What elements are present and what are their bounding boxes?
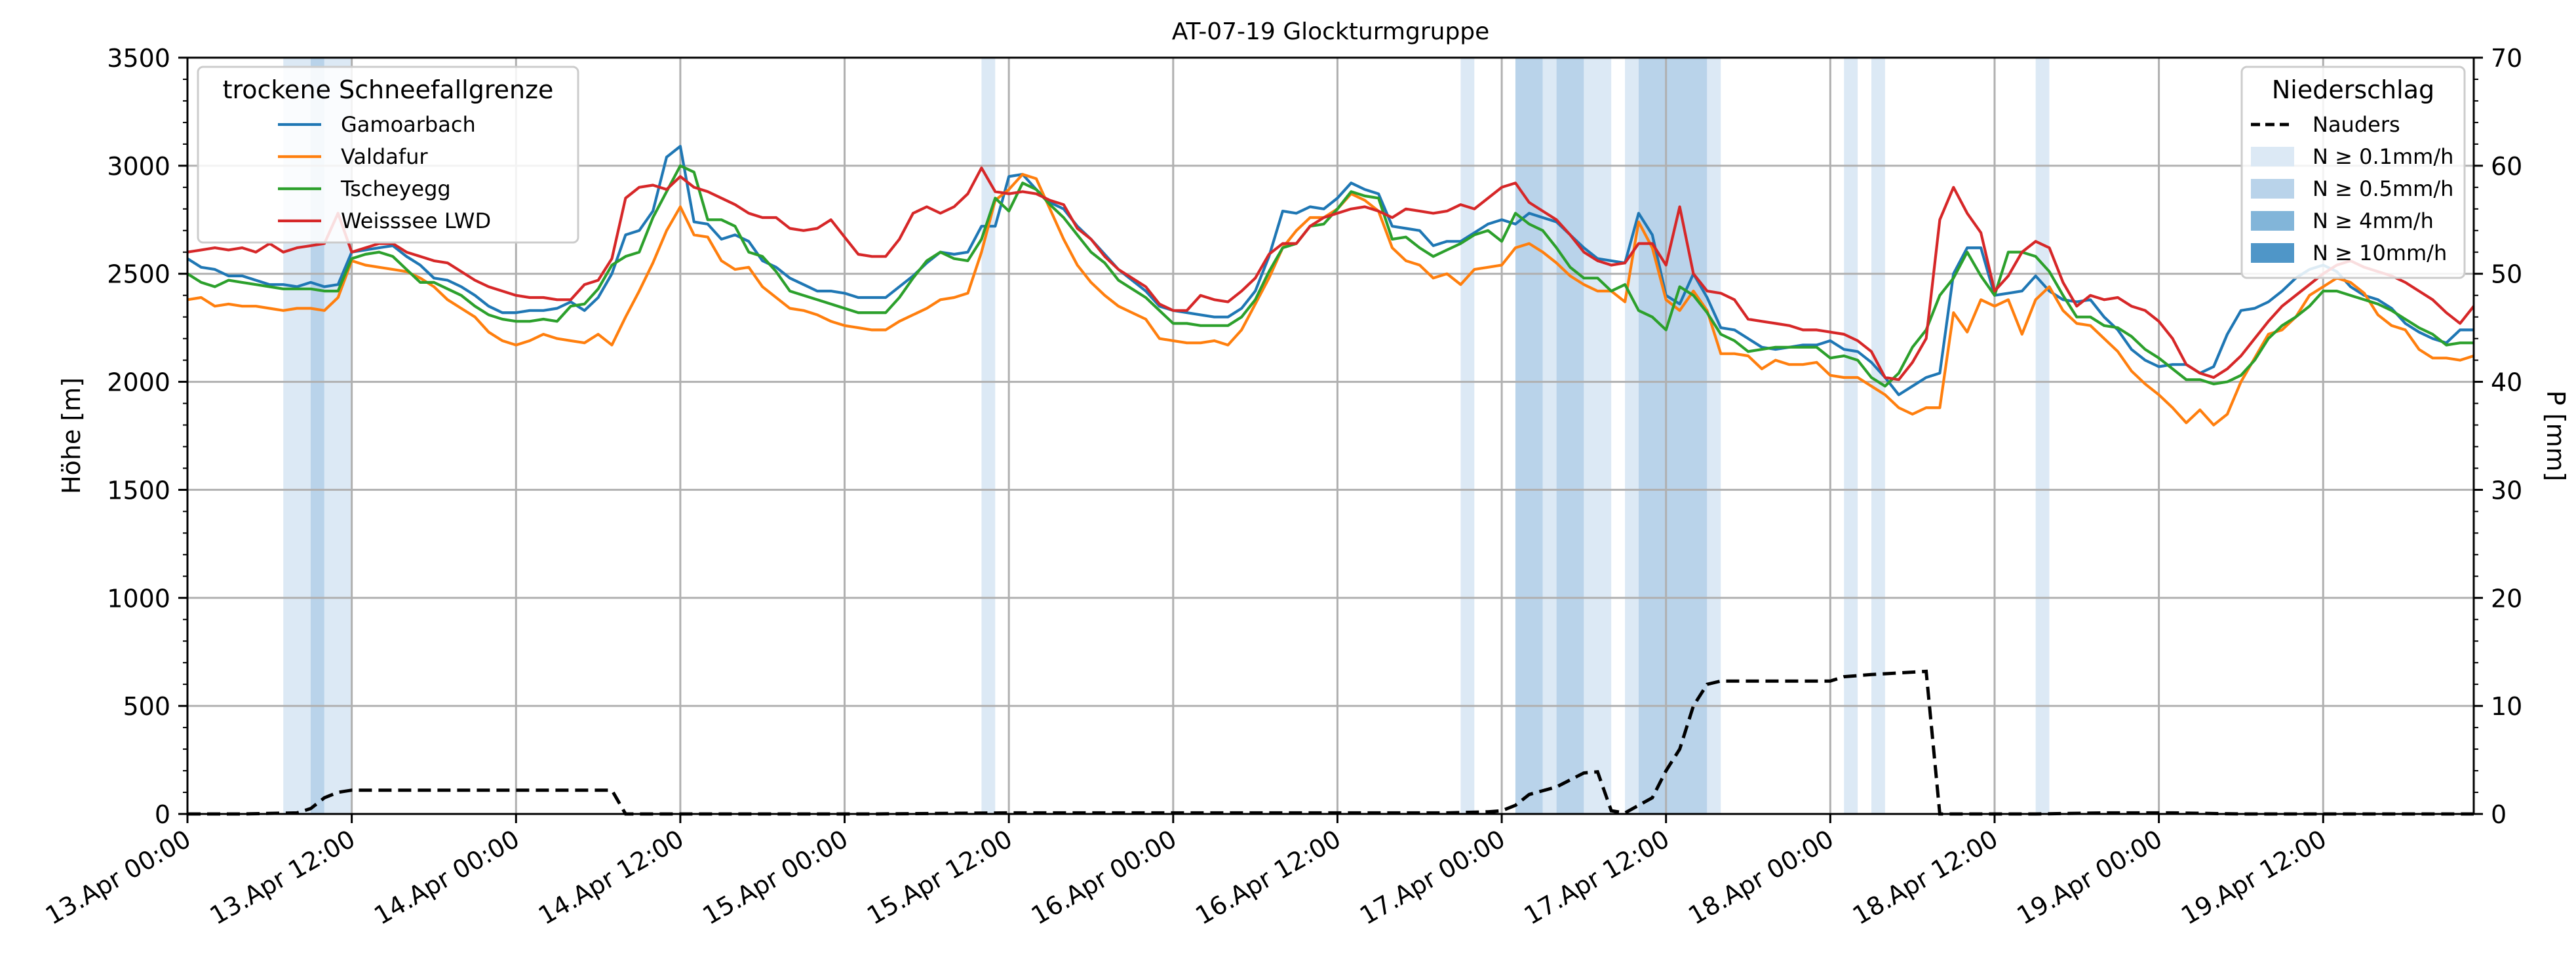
legend-snowline: trockene Schneefallgrenze Gamoarbach Vald… — [197, 66, 579, 244]
precip-band — [1515, 58, 1543, 814]
y-axis-left-label: Höhe [m] — [57, 377, 86, 494]
y-tick-label-right: 50 — [2491, 260, 2522, 289]
precip-band — [1707, 58, 1721, 814]
y-tick-label-left: 1500 — [107, 476, 170, 505]
y-tick-label-right: 70 — [2491, 44, 2522, 73]
chart-title: AT-07-19 Glockturmgruppe — [1172, 18, 1490, 45]
y-tick-label-left: 2000 — [107, 368, 170, 397]
y-tick-label-left: 0 — [155, 800, 170, 829]
y-tick-label-right: 10 — [2491, 692, 2522, 721]
legend-swatch — [2251, 179, 2294, 199]
legend-label: Valdafur — [341, 144, 428, 169]
precip-band — [1584, 58, 1612, 814]
legend-swatch — [2251, 243, 2294, 263]
legend-label: Tscheyegg — [340, 176, 451, 201]
y-tick-label-right: 40 — [2491, 368, 2522, 397]
precip-band — [1556, 58, 1584, 814]
precip-band — [1638, 58, 1708, 814]
legend-swatch — [2251, 211, 2294, 231]
legend-label: Gamoarbach — [341, 112, 476, 137]
series-lines — [186, 145, 2475, 427]
series-line-weisssee-lwd — [187, 166, 2475, 381]
precip-band — [1844, 58, 1858, 814]
precip-band — [1542, 58, 1557, 814]
y-tick-label-right: 60 — [2491, 152, 2522, 181]
y-tick-label-right: 0 — [2491, 800, 2507, 829]
legend-label: Weisssee LWD — [341, 208, 491, 233]
y-tick-label-left: 3500 — [107, 44, 170, 73]
legend-precipitation-box — [2240, 66, 2466, 279]
legend-label: N ≥ 10mm/h — [2313, 241, 2447, 265]
y-tick-label-left: 1000 — [107, 584, 170, 613]
legend-precipitation: Niederschlag Nauders N ≥ 0.1mm/h N ≥ 0.5mm… — [2240, 66, 2466, 279]
y-tick-label-left: 500 — [123, 692, 170, 721]
plot-frame — [186, 56, 2475, 815]
precip-band — [1871, 58, 1885, 814]
legend-precipitation-title: Niederschlag — [2272, 75, 2434, 104]
legend-label: N ≥ 0.1mm/h — [2313, 144, 2453, 169]
precip-line-nauders — [187, 669, 2474, 816]
y-axis-right-label: P [mm] — [2541, 391, 2570, 482]
precipitation-line — [187, 669, 2474, 816]
precip-band — [1625, 58, 1639, 814]
y-tick-label-left: 3000 — [107, 152, 170, 181]
y-tick-label-right: 30 — [2491, 476, 2522, 505]
legend-snowline-box — [197, 66, 579, 244]
legend-swatch — [2251, 147, 2294, 166]
y-tick-label-right: 20 — [2491, 584, 2522, 613]
precip-band — [981, 58, 996, 814]
legend-label: Nauders — [2313, 112, 2400, 137]
precip-band — [1460, 58, 1475, 814]
precip-band — [310, 58, 324, 814]
legend-snowline-title: trockene Schneefallgrenze — [223, 75, 554, 104]
series-line-gamoarbach — [186, 145, 2474, 396]
series-line-valdafur — [187, 172, 2474, 427]
precip-band — [2035, 58, 2050, 814]
legend-label: N ≥ 4mm/h — [2313, 208, 2434, 233]
y-tick-label-left: 2500 — [107, 260, 170, 289]
legend-label: N ≥ 0.5mm/h — [2313, 176, 2453, 201]
